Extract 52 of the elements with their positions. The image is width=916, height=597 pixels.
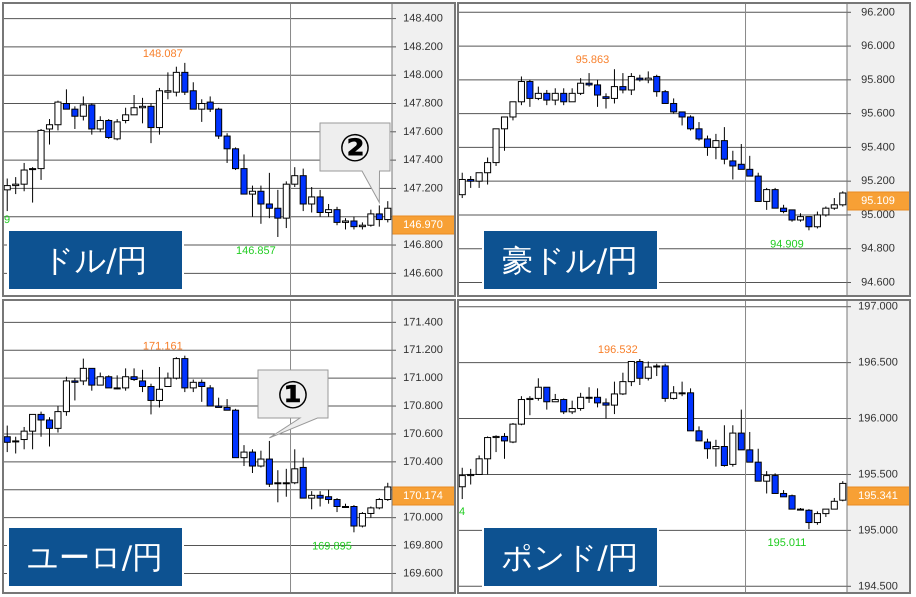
annotation: ② <box>338 126 372 170</box>
y-tick-label: 169.600 <box>403 567 443 580</box>
y-tick-label: 147.800 <box>403 98 443 110</box>
y-tick-label: 94.800 <box>861 242 895 255</box>
y-tick-label: 95.200 <box>861 175 895 188</box>
annotation: 94.909 <box>770 238 804 250</box>
y-tick-label: 171.000 <box>403 372 443 384</box>
y-tick-label: 171.400 <box>403 316 443 328</box>
y-tick-label: 147.600 <box>403 126 443 138</box>
annotation: 171.161 <box>142 340 183 353</box>
y-tick-label: 148.200 <box>403 40 443 53</box>
y-tick-label: 170.400 <box>403 456 443 468</box>
y-tick-label: 196.000 <box>858 412 898 425</box>
text: 170.174 <box>403 490 443 502</box>
y-tick-label: 95.000 <box>861 208 895 221</box>
y-tick-label: 94.600 <box>861 276 895 288</box>
annotation: 196.532 <box>598 344 638 356</box>
y-tick-label: 169.800 <box>403 540 443 552</box>
text: 195.341 <box>858 490 898 502</box>
y-tick-label: 170.600 <box>403 428 443 440</box>
y-tick-label: 147.400 <box>403 154 443 166</box>
y-tick-label: 95.600 <box>861 108 895 120</box>
annotation: 146.857 <box>236 244 276 257</box>
y-tick-label: 96.000 <box>861 40 895 52</box>
y-tick-label: 196.500 <box>858 356 898 369</box>
y-tick-label: 146.800 <box>403 239 443 252</box>
text: 146.970 <box>403 219 443 231</box>
y-tick-label: 195.000 <box>858 524 898 536</box>
y-tick-label: 146.600 <box>403 267 443 280</box>
annotation: 4 <box>459 506 466 518</box>
text: 豪ドル/円 <box>502 243 638 279</box>
y-tick-label: 195.500 <box>858 468 898 480</box>
y-tick-label: 148.400 <box>403 12 443 25</box>
y-tick-label: 147.200 <box>403 182 443 194</box>
annotation: 195.011 <box>767 537 806 550</box>
annotation: 95.863 <box>576 54 610 66</box>
text: ドル/円 <box>42 243 148 279</box>
y-tick-label: 171.200 <box>403 344 443 356</box>
y-tick-label: 96.200 <box>861 6 895 18</box>
text: 95.109 <box>861 195 895 207</box>
text: ポンド/円 <box>501 540 639 576</box>
y-tick-label: 194.500 <box>858 580 898 592</box>
y-tick-label: 148.000 <box>403 69 443 82</box>
text: ユーロ/円 <box>26 540 164 576</box>
y-tick-label: 170.000 <box>403 512 443 524</box>
y-tick-label: 197.000 <box>858 300 898 313</box>
annotation: ① <box>276 373 310 417</box>
y-tick-label: 95.400 <box>861 141 895 154</box>
annotation: 148.087 <box>142 48 183 60</box>
y-tick-label: 170.800 <box>403 400 443 412</box>
annotation: 9 <box>4 214 10 226</box>
y-tick-label: 95.800 <box>861 74 895 86</box>
